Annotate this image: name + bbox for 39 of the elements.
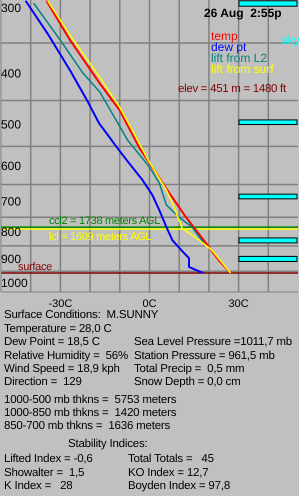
text: temp: [211, 29, 239, 43]
annotation: surface: [18, 260, 52, 273]
text: Stability Indices:: [68, 437, 148, 451]
text: Boyden Index = 97,8: [128, 479, 230, 493]
y-tick-label: 600: [1, 159, 22, 174]
text: Temperature = 28,0 C: [4, 322, 112, 336]
text: Surface Conditions: M.SUNNY: [4, 308, 158, 322]
x-tick-label: 0C: [142, 298, 157, 310]
text: Total Totals = 45: [128, 452, 214, 466]
annotation: ccl2 = 1738 meters AGL: [49, 215, 160, 228]
text: Wind Speed = 18,9 kph: [4, 362, 120, 376]
text: Dew Point = 18,5 C: [4, 335, 100, 349]
annotation: elev = 451 m = 1480 ft: [178, 83, 286, 95]
text: dew pt: [211, 40, 246, 54]
line-series: [32, 2, 205, 244]
text: K Index = 28: [4, 479, 72, 493]
text: KO Index = 12,7: [128, 466, 208, 480]
text: lift from surf: [211, 62, 274, 76]
text: 1000-850 mb thkns = 1420 meters: [4, 406, 176, 420]
text: 850-700 mb thkns = 1636 meters: [4, 419, 170, 433]
text: lift from L2: [211, 51, 268, 65]
annotation: lcl = 1609 meters AGL: [49, 231, 152, 244]
text: Direction = 129: [4, 375, 82, 389]
text: Sea Level Pressure =1011,7 mb: [134, 335, 292, 349]
text: Showalter = 1,5: [4, 466, 84, 480]
text: Station Pressure = 961,5 mb: [134, 349, 275, 363]
text: 1000-500 mb thkns = 5753 meters: [4, 393, 176, 407]
text: Total Precip = 0,5 mm: [134, 362, 244, 376]
y-tick-label: 400: [1, 66, 22, 81]
x-tick-label: 30C: [228, 298, 249, 310]
text: Relative Humidity = 56%: [4, 349, 128, 363]
text: 26 Aug 2:55p: [204, 6, 282, 20]
y-tick-label: 700: [1, 194, 22, 208]
x-tick-label: -30C: [48, 298, 72, 310]
text: Lifted Index = -0,6: [4, 452, 93, 466]
y-tick-label: 1000: [1, 276, 28, 290]
y-tick-label: 300: [1, 0, 22, 15]
y-tick-label: 500: [1, 118, 22, 132]
text: Snow Depth = 0,0 cm: [134, 375, 240, 389]
